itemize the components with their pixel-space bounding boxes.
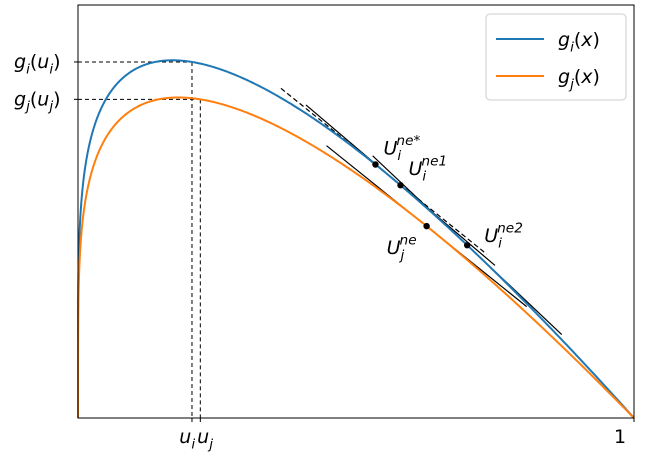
axes-frame — [77, 4, 635, 419]
point-marker-2 — [423, 222, 430, 230]
series-line-gj — [77, 96, 635, 419]
x-tick-label-2: 1 — [614, 426, 626, 448]
legend-label-0: gi(x) — [558, 29, 600, 55]
point-label-2: Ujne — [387, 233, 417, 264]
x-tick-label-1: uj — [197, 426, 213, 452]
point-marker-1 — [397, 182, 404, 189]
point-label-0: Uine* — [383, 133, 420, 164]
point-markers: Uine*Uine1 Ujne Uine2 — [372, 133, 523, 263]
legend-label-1: gj(x) — [558, 66, 600, 92]
point-label-3: Uine2 — [484, 221, 523, 252]
y-tick-label-0: gi(ui) — [14, 51, 61, 77]
point-marker-0 — [372, 161, 379, 168]
x-axis-ticks: ui uj 1 — [179, 418, 635, 452]
point-marker-3 — [464, 241, 471, 249]
point-label-1: Uine1 — [408, 154, 447, 185]
y-tick-label-1: gj(uj) — [14, 88, 61, 114]
guide-lines — [78, 61, 201, 418]
legend-box — [485, 13, 627, 101]
x-tick-label-0: ui — [179, 426, 195, 452]
y-axis-ticks: gi(ui) gj(uj) — [14, 51, 78, 115]
legend: gi(x) gj(x) — [485, 13, 627, 101]
